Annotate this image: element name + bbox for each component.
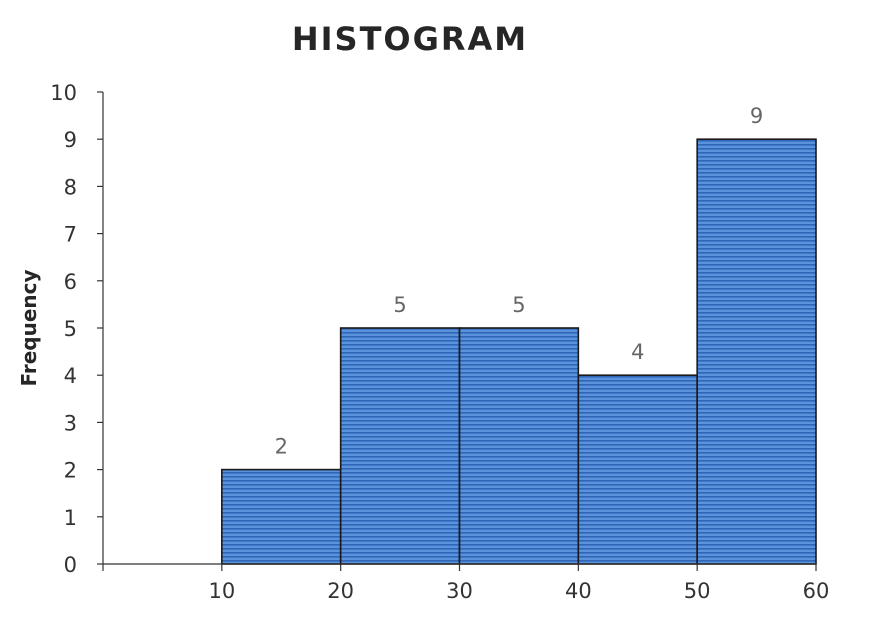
x-tick-label-50: 50 [684, 579, 711, 603]
bar-50-60 [696, 138, 817, 565]
bar-40-50 [577, 374, 698, 565]
x-axis-ticks: 10 20 30 40 50 60 [102, 564, 830, 603]
chart-title: HISTOGRAM [292, 20, 528, 58]
x-tick-label-40: 40 [565, 579, 592, 603]
x-tick-label-60: 60 [803, 579, 830, 603]
y-tick-label-9: 9 [64, 128, 77, 152]
y-tick-label-6: 6 [64, 270, 77, 294]
y-axis-ticks: 0 1 2 3 4 5 6 7 8 9 10 [50, 81, 103, 577]
bar-30-40 [458, 327, 580, 565]
bar-10-20 [221, 468, 342, 565]
data-label-10-20: 2 [275, 435, 288, 459]
y-tick-label-3: 3 [64, 411, 77, 435]
data-label-20-30: 5 [393, 293, 406, 317]
x-tick-label-30: 30 [446, 579, 473, 603]
bar-20-30 [339, 327, 461, 565]
y-tick-label-1: 1 [64, 506, 77, 530]
data-label-40-50: 4 [631, 340, 644, 364]
y-axis-label: Frequency [17, 269, 41, 386]
y-tick-label-8: 8 [64, 175, 77, 199]
x-tick-label-20: 20 [327, 579, 354, 603]
y-tick-label-2: 2 [64, 459, 77, 483]
y-tick-label-5: 5 [64, 317, 77, 341]
y-tick-label-7: 7 [64, 223, 77, 247]
data-labels: 2 5 5 4 9 [275, 104, 764, 458]
y-tick-label-10: 10 [50, 81, 77, 105]
data-label-50-60: 9 [750, 104, 763, 128]
y-tick-label-4: 4 [64, 364, 77, 388]
bars [221, 138, 817, 565]
y-tick-label-0: 0 [64, 553, 77, 577]
x-tick-label-10: 10 [208, 579, 235, 603]
data-label-30-40: 5 [512, 293, 525, 317]
